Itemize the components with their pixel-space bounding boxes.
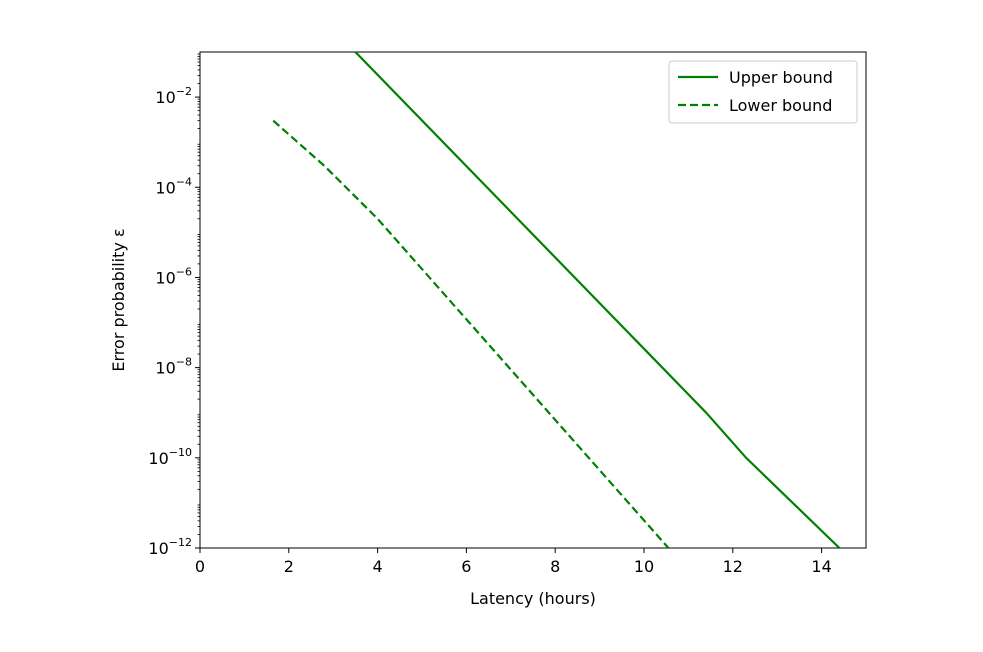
y-tick-label: 10−2 <box>155 85 192 107</box>
plot-frame <box>199 51 867 549</box>
series-layer <box>272 52 841 548</box>
y-tick-label: 10−6 <box>155 265 192 287</box>
legend-label: Lower bound <box>729 96 832 115</box>
x-tick-label: 12 <box>723 557 743 576</box>
x-tick-label: 4 <box>373 557 383 576</box>
series-line-lower-bound <box>272 119 670 548</box>
x-tick-label: 8 <box>550 557 560 576</box>
legend: Upper bound Lower bound <box>668 60 858 124</box>
y-axis-label: Error probability ε <box>109 228 128 371</box>
plot-area <box>199 51 867 549</box>
x-tick-label: 14 <box>811 557 831 576</box>
x-tick-label: 2 <box>284 557 294 576</box>
x-tick-label: 0 <box>195 557 205 576</box>
x-axis: 0 2 4 6 8 10 12 14 <box>195 548 832 576</box>
y-tick-label: 10−8 <box>155 356 192 378</box>
x-tick-label: 6 <box>461 557 471 576</box>
x-tick-label: 10 <box>634 557 654 576</box>
y-tick-label: 10−10 <box>148 446 192 468</box>
y-tick-label: 10−12 <box>148 536 192 558</box>
series-line-upper-bound <box>354 52 841 548</box>
y-tick-label: 10−4 <box>155 175 192 197</box>
legend-label: Upper bound <box>729 68 833 87</box>
y-axis: 10−2 10−4 10−6 10−8 10−10 10−12 <box>148 53 200 558</box>
x-axis-label: Latency (hours) <box>470 589 596 608</box>
